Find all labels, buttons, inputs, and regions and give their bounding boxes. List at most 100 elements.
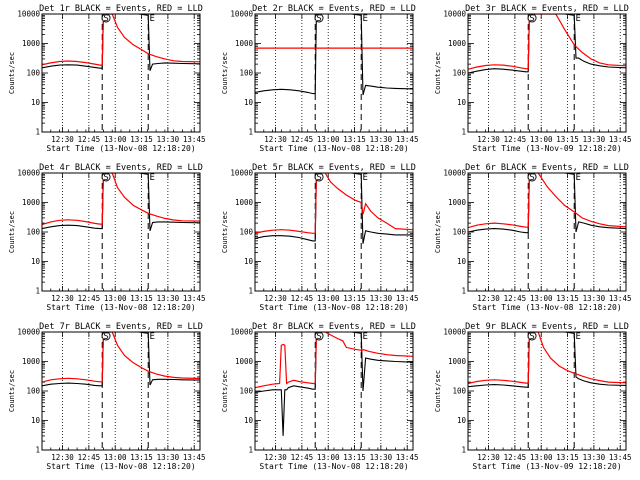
- x-axis-label: Start Time (13-Nov-08 12:18:20): [46, 144, 195, 153]
- y-axis-label: Counts/sec: [434, 211, 442, 253]
- x-tick-label: 12:45: [78, 135, 101, 144]
- x-tick-label: 13:15: [556, 135, 579, 144]
- x-tick-label: 12:45: [291, 294, 314, 303]
- lld-series-line: [42, 173, 200, 226]
- plot-frame: [467, 331, 627, 451]
- x-tick-label: 12:30: [264, 135, 287, 144]
- y-tick-label: 10: [31, 416, 41, 425]
- y-tick-label: 100: [452, 387, 466, 396]
- lld-series-line: [42, 332, 200, 383]
- x-tick-label: 13:00: [530, 135, 553, 144]
- x-tick-label: 13:00: [530, 453, 553, 462]
- panel-3: Det 3r BLACK = Events, RED = LLD 1 10 100 10…: [434, 4, 631, 153]
- x-tick-label: 12:30: [51, 294, 74, 303]
- panel-9: Det 9r BLACK = Events, RED = LLD 1 10 100 10…: [434, 322, 631, 471]
- x-tick-label: 13:30: [583, 294, 606, 303]
- end-marker: E: [150, 14, 155, 24]
- y-tick-label: 1000: [448, 357, 467, 366]
- x-axis-label: Start Time (13-Nov-08 12:18:20): [259, 144, 408, 153]
- lld-series-line: [468, 332, 626, 385]
- x-axis-label: Start Time (13-Nov-09 12:18:20): [472, 462, 621, 471]
- y-axis-label: Counts/sec: [221, 52, 229, 94]
- panel-title: Det 2r BLACK = Events, RED = LLD: [252, 4, 416, 14]
- y-tick-label: 1000: [22, 357, 41, 366]
- y-tick-label: 1000: [22, 39, 41, 48]
- x-tick-label: 13:45: [609, 453, 632, 462]
- panel-6: Det 6r BLACK = Events, RED = LLD 1 10 100 10…: [434, 163, 631, 312]
- x-tick-label: 13:45: [609, 135, 632, 144]
- y-tick-label: 10000: [230, 169, 253, 178]
- y-tick-label: 1000: [448, 39, 467, 48]
- y-tick-label: 10000: [17, 169, 40, 178]
- y-axis-label: Counts/sec: [434, 52, 442, 94]
- x-tick-label: 13:45: [396, 453, 419, 462]
- x-tick-label: 13:30: [157, 135, 180, 144]
- y-tick-label: 10: [31, 257, 41, 266]
- y-tick-label: 10000: [443, 169, 466, 178]
- plot-frame: [254, 13, 414, 133]
- x-tick-label: 13:30: [583, 453, 606, 462]
- y-tick-label: 10000: [17, 328, 40, 337]
- events-series-line: [468, 14, 626, 74]
- y-tick-label: 1: [35, 446, 40, 455]
- y-tick-label: 1000: [235, 357, 254, 366]
- end-marker: E: [363, 332, 368, 342]
- end-marker: E: [150, 332, 155, 342]
- y-tick-label: 10: [31, 98, 41, 107]
- x-tick-label: 12:45: [78, 453, 101, 462]
- y-axis-label: Counts/sec: [434, 370, 442, 412]
- x-tick-label: 12:30: [264, 453, 287, 462]
- x-tick-label: 12:45: [291, 453, 314, 462]
- x-tick-label: 13:30: [583, 135, 606, 144]
- end-marker: E: [150, 173, 155, 183]
- end-marker: E: [363, 14, 368, 24]
- y-tick-label: 10000: [443, 328, 466, 337]
- panel-title: Det 4r BLACK = Events, RED = LLD: [39, 163, 203, 173]
- y-tick-label: 100: [239, 228, 253, 237]
- y-tick-label: 10000: [443, 10, 466, 19]
- y-tick-label: 1: [461, 128, 466, 137]
- events-series-line: [468, 332, 626, 388]
- y-tick-label: 10: [457, 257, 467, 266]
- y-tick-label: 10000: [17, 10, 40, 19]
- x-tick-label: 13:00: [104, 453, 127, 462]
- start-marker: S: [103, 14, 108, 24]
- x-tick-label: 12:30: [264, 294, 287, 303]
- x-axis-label: Start Time (13-Nov-08 12:18:20): [46, 303, 195, 312]
- y-tick-label: 100: [26, 69, 40, 78]
- y-axis-label: Counts/sec: [8, 52, 16, 94]
- x-tick-label: 13:30: [370, 294, 393, 303]
- events-series-line: [255, 14, 413, 96]
- end-marker: E: [576, 173, 581, 183]
- x-tick-label: 13:30: [370, 135, 393, 144]
- start-marker: S: [529, 332, 534, 342]
- panel-8: Det 8r BLACK = Events, RED = LLD 1 10 100 10…: [221, 322, 418, 471]
- x-tick-label: 13:15: [343, 294, 366, 303]
- panel-title: Det 7r BLACK = Events, RED = LLD: [39, 322, 203, 332]
- y-tick-label: 1000: [235, 39, 254, 48]
- x-tick-label: 12:45: [291, 135, 314, 144]
- plot-frame: [41, 172, 201, 292]
- x-tick-label: 12:30: [51, 135, 74, 144]
- y-axis-label: Counts/sec: [8, 370, 16, 412]
- lld-series-line: [255, 332, 413, 389]
- end-marker: E: [576, 332, 581, 342]
- lld-series-line: [468, 173, 626, 229]
- start-marker: S: [316, 332, 321, 342]
- y-tick-label: 10: [244, 416, 254, 425]
- y-tick-label: 10000: [230, 328, 253, 337]
- end-marker: E: [363, 173, 368, 183]
- panel-1: Det 1r BLACK = Events, RED = LLD 1 10 100 10…: [8, 4, 205, 153]
- panel-title: Det 3r BLACK = Events, RED = LLD: [465, 4, 629, 14]
- x-tick-label: 12:45: [78, 294, 101, 303]
- x-tick-label: 12:45: [504, 135, 527, 144]
- panel-2: Det 2r BLACK = Events, RED = LLD 1 10 100 10…: [221, 4, 418, 153]
- plot-frame: [41, 331, 201, 451]
- y-axis-label: Counts/sec: [8, 211, 16, 253]
- y-tick-label: 10: [457, 98, 467, 107]
- x-axis-label: Start Time (13-Nov-09 12:18:20): [472, 144, 621, 153]
- x-tick-label: 13:15: [130, 294, 153, 303]
- lld-series-line: [255, 173, 413, 234]
- x-tick-label: 13:45: [183, 135, 206, 144]
